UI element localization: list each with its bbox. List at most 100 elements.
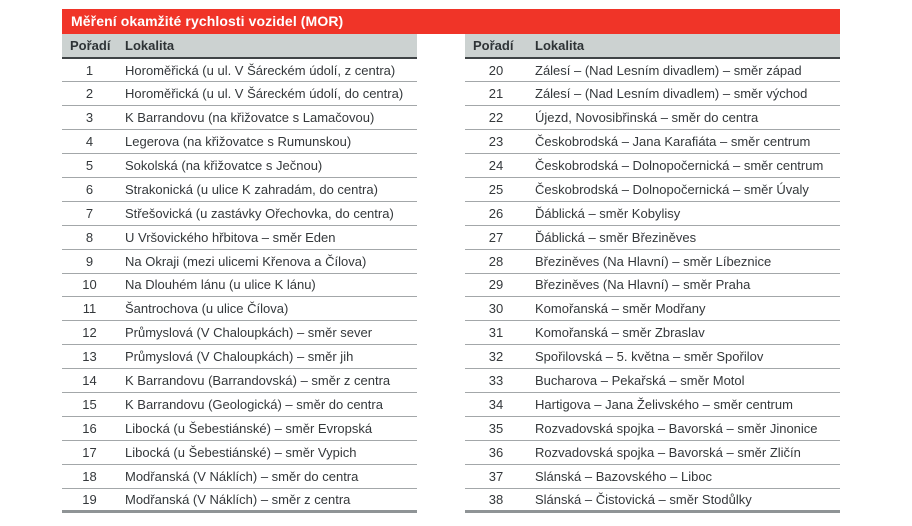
table-row: 32 Spořilovská – 5. května – směr Spořilo…: [465, 344, 840, 370]
poradi-cell: 8: [62, 225, 117, 250]
table-row: 1 Horoměřická (u ul. V Šáreckém údolí, z …: [62, 58, 417, 83]
lokalita-cell: Komořanská – směr Zbraslav: [527, 320, 840, 346]
poradi-cell: 38: [465, 488, 527, 514]
poradi-cell: 31: [465, 320, 527, 346]
poradi-cell: 23: [465, 129, 527, 155]
poradi-cell: 1: [62, 58, 117, 83]
poradi-cell: 36: [465, 440, 527, 465]
lokalita-cell: K Barrandovu (Geologická) – směr do cent…: [117, 392, 417, 417]
table-row: 35 Rozvadovská spojka – Bavorská – směr J…: [465, 416, 840, 441]
poradi-cell: 30: [465, 296, 527, 322]
lokalita-cell: Modřanská (V Náklích) – směr do centra: [117, 464, 417, 489]
lokalita-cell: Hartigova – Jana Želivského – směr centr…: [527, 392, 840, 417]
lokalita-cell: Komořanská – směr Modřany: [527, 296, 840, 322]
table-row: 17 Libocká (u Šebestiánské) – směr Vypich: [62, 440, 417, 465]
poradi-cell: 7: [62, 201, 117, 226]
lokalita-cell: Slánská – Bazovského – Liboc: [527, 464, 840, 489]
table-row: 5 Sokolská (na křižovatce s Ječnou): [62, 153, 417, 178]
table-row: 29 Březiněves (Na Hlavní) – směr Praha: [465, 273, 840, 298]
table-row: 22 Újezd, Novosibřinská – směr do centra: [465, 105, 840, 131]
table-row: 10 Na Dlouhém lánu (u ulice K lánu): [62, 273, 417, 298]
poradi-cell: 5: [62, 153, 117, 178]
speed-measurement-panel: Měření okamžité rychlosti vozidel (MOR) …: [62, 9, 840, 514]
lokalita-cell: Rozvadovská spojka – Bavorská – směr Jin…: [527, 416, 840, 441]
lokalita-cell: Ďáblická – směr Kobylisy: [527, 201, 840, 226]
table-row: 15 K Barrandovu (Geologická) – směr do ce…: [62, 392, 417, 417]
lokalita-cell: Rozvadovská spojka – Bavorská – směr Zli…: [527, 440, 840, 465]
lokalita-cell: Českobrodská – Jana Karafiáta – směr cen…: [527, 129, 840, 155]
lokalita-cell: Průmyslová (V Chaloupkách) – směr jih: [117, 344, 417, 370]
table-row: 20 Zálesí – (Nad Lesním divadlem) – směr …: [465, 58, 840, 83]
table-row: 30 Komořanská – směr Modřany: [465, 296, 840, 322]
poradi-cell: 26: [465, 201, 527, 226]
lokalita-cell: Ďáblická – směr Březiněves: [527, 225, 840, 250]
table-row: 13 Průmyslová (V Chaloupkách) – směr jih: [62, 344, 417, 370]
poradi-cell: 11: [62, 296, 117, 322]
table-row: 7 Střešovická (u zastávky Ořechovka, do c…: [62, 201, 417, 226]
lokalita-cell: Strakonická (u ulice K zahradám, do cent…: [117, 177, 417, 202]
lokalita-cell: Modřanská (V Náklích) – směr z centra: [117, 488, 417, 514]
poradi-cell: 27: [465, 225, 527, 250]
table-row: 18 Modřanská (V Náklích) – směr do centra: [62, 464, 417, 489]
lokalita-cell: Libocká (u Šebestiánské) – směr Evropská: [117, 416, 417, 441]
table-row: 24 Českobrodská – Dolnopočernická – směr …: [465, 153, 840, 178]
locations-table-right: Pořadí Lokalita 20 Zálesí – (Nad Lesním d…: [465, 34, 840, 514]
poradi-cell: 35: [465, 416, 527, 441]
table-row: 26 Ďáblická – směr Kobylisy: [465, 201, 840, 226]
lokalita-cell: Bucharova – Pekařská – směr Motol: [527, 368, 840, 393]
column-header-lokalita: Lokalita: [117, 34, 417, 59]
table-row: 21 Zálesí – (Nad Lesním divadlem) – směr …: [465, 81, 840, 107]
lokalita-cell: Českobrodská – Dolnopočernická – směr ce…: [527, 153, 840, 178]
lokalita-cell: Šantrochova (u ulice Čílova): [117, 296, 417, 322]
poradi-cell: 25: [465, 177, 527, 202]
table-row: 11 Šantrochova (u ulice Čílova): [62, 296, 417, 322]
poradi-cell: 29: [465, 273, 527, 298]
table-title: Měření okamžité rychlosti vozidel (MOR): [71, 13, 344, 29]
poradi-cell: 21: [465, 81, 527, 107]
poradi-cell: 4: [62, 129, 117, 155]
lokalita-cell: K Barrandovu (Barrandovská) – směr z cen…: [117, 368, 417, 393]
poradi-cell: 28: [465, 249, 527, 274]
poradi-cell: 2: [62, 81, 117, 107]
lokalita-cell: K Barrandovu (na křižovatce s Lamačovou): [117, 105, 417, 131]
header-row: Pořadí Lokalita: [465, 34, 840, 59]
header-row: Pořadí Lokalita: [62, 34, 417, 59]
poradi-cell: 24: [465, 153, 527, 178]
lokalita-cell: Březiněves (Na Hlavní) – směr Praha: [527, 273, 840, 298]
poradi-cell: 13: [62, 344, 117, 370]
lokalita-cell: Českobrodská – Dolnopočernická – směr Úv…: [527, 177, 840, 202]
table-row: 31 Komořanská – směr Zbraslav: [465, 320, 840, 346]
lokalita-cell: Na Okraji (mezi ulicemi Křenova a Čílova…: [117, 249, 417, 274]
table-row: 38 Slánská – Čistovická – směr Stodůlky: [465, 488, 840, 514]
poradi-cell: 9: [62, 249, 117, 274]
table-row: 23 Českobrodská – Jana Karafiáta – směr c…: [465, 129, 840, 155]
column-header-poradi: Pořadí: [62, 34, 117, 59]
table-row: 9 Na Okraji (mezi ulicemi Křenova a Čílov…: [62, 249, 417, 274]
table-row: 19 Modřanská (V Náklích) – směr z centra: [62, 488, 417, 514]
table-row: 6 Strakonická (u ulice K zahradám, do cen…: [62, 177, 417, 202]
table-row: 34 Hartigova – Jana Želivského – směr cen…: [465, 392, 840, 417]
poradi-cell: 32: [465, 344, 527, 370]
lokalita-cell: Legerova (na křižovatce s Rumunskou): [117, 129, 417, 155]
table-row: 28 Březiněves (Na Hlavní) – směr Líbeznic…: [465, 249, 840, 274]
poradi-cell: 14: [62, 368, 117, 393]
poradi-cell: 37: [465, 464, 527, 489]
lokalita-cell: Na Dlouhém lánu (u ulice K lánu): [117, 273, 417, 298]
poradi-cell: 20: [465, 58, 527, 83]
lokalita-cell: Průmyslová (V Chaloupkách) – směr sever: [117, 320, 417, 346]
poradi-cell: 17: [62, 440, 117, 465]
poradi-cell: 16: [62, 416, 117, 441]
lokalita-cell: U Vršovického hřbitova – směr Eden: [117, 225, 417, 250]
poradi-cell: 6: [62, 177, 117, 202]
lokalita-cell: Březiněves (Na Hlavní) – směr Líbeznice: [527, 249, 840, 274]
lokalita-cell: Zálesí – (Nad Lesním divadlem) – směr vý…: [527, 81, 840, 107]
lokalita-cell: Slánská – Čistovická – směr Stodůlky: [527, 488, 840, 514]
lokalita-cell: Horoměřická (u ul. V Šáreckém údolí, z c…: [117, 58, 417, 83]
column-header-poradi: Pořadí: [465, 34, 527, 59]
poradi-cell: 18: [62, 464, 117, 489]
table-row: 2 Horoměřická (u ul. V Šáreckém údolí, do…: [62, 81, 417, 107]
table-row: 25 Českobrodská – Dolnopočernická – směr …: [465, 177, 840, 202]
